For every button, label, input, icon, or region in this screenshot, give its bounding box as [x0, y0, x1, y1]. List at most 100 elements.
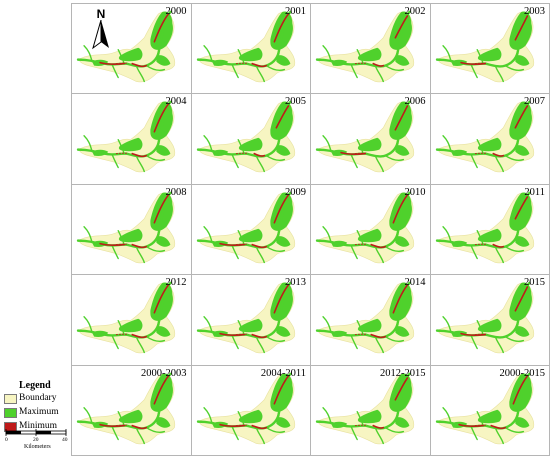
maximum-area	[395, 235, 410, 247]
minimum-area	[252, 153, 265, 158]
minimum-area	[131, 153, 148, 158]
minimum-area	[250, 333, 267, 339]
reservoir-extent-map	[315, 10, 415, 83]
minimum-area	[372, 424, 385, 429]
maximum-area	[477, 228, 501, 243]
maximum-area	[150, 11, 173, 50]
minimum-area	[340, 152, 367, 156]
maximum-area	[238, 228, 262, 243]
maximum-area	[269, 11, 293, 50]
maximum-area	[156, 416, 171, 428]
maximum-area	[275, 326, 290, 337]
maximum-area	[156, 145, 171, 157]
minimum-area	[153, 284, 170, 314]
panel-year-label: 2000-2003	[141, 367, 187, 379]
maximum-area	[357, 138, 382, 152]
minimum-area	[218, 242, 245, 246]
panel-year-label: 2012	[165, 277, 187, 289]
maximum-area	[150, 192, 173, 231]
map-panel: 2010	[310, 183, 431, 276]
reservoir-extent-map	[435, 372, 534, 444]
north-arrow: N	[88, 8, 114, 52]
maximum-area	[238, 409, 262, 423]
maximum-area	[118, 318, 143, 333]
reservoir-extent-map	[435, 10, 534, 83]
legend: Legend Boundary Maximum Minimum	[2, 380, 70, 458]
maximum-area	[269, 101, 293, 141]
map-panel: 2006	[310, 93, 431, 185]
panel-year-label: 2000	[165, 6, 187, 17]
north-arrow-label: N	[96, 7, 106, 21]
panel-year-label: 2007	[524, 96, 545, 108]
panel-year-label: 2001	[285, 6, 306, 17]
reservoir-extent-map	[76, 10, 176, 83]
minimum-area	[99, 423, 126, 427]
map-panel: 2004-2011	[190, 364, 311, 456]
reservoir-extent-map	[196, 10, 295, 83]
map-panel: 2004	[71, 93, 192, 185]
minimum-area	[512, 374, 528, 405]
panel-year-label: 2006	[404, 96, 426, 108]
reservoir-extent-map	[76, 372, 176, 444]
minimum-area	[273, 374, 289, 405]
maximum-area	[508, 192, 532, 231]
maximum-area	[395, 416, 410, 428]
maximum-area	[514, 416, 529, 428]
map-panel: 2005	[190, 93, 311, 185]
scale-unit: Kilometers	[24, 444, 51, 450]
maximum-area	[357, 318, 382, 333]
map-panel: 2003	[429, 3, 550, 95]
minimum-area	[218, 423, 245, 427]
minimum-area	[514, 195, 528, 220]
minimum-area	[218, 332, 245, 337]
legend-item-maximum: Maximum	[4, 407, 72, 419]
north-arrow-icon	[92, 20, 109, 50]
map-panel: 2002	[310, 3, 431, 95]
legend-swatch-boundary	[4, 394, 17, 404]
maximum-area	[514, 55, 529, 66]
panel-year-label: 2012-2015	[380, 367, 426, 379]
reservoir-extent-map	[76, 281, 176, 354]
reservoir-extent-map	[435, 101, 534, 173]
maximum-area	[508, 373, 532, 412]
maximum-area	[150, 282, 173, 322]
maximum-area	[275, 235, 290, 247]
minimum-area	[370, 333, 387, 339]
minimum-area	[491, 243, 504, 248]
maximum-area	[357, 47, 382, 62]
map-panel: 2007	[429, 93, 550, 185]
map-panel: 2008	[71, 183, 192, 276]
maximum-area	[477, 409, 501, 423]
minimum-area	[273, 193, 289, 224]
maximum-area	[156, 55, 171, 66]
maximum-area	[395, 55, 410, 66]
maximum-area	[269, 282, 293, 322]
panel-year-label: 2011	[524, 186, 545, 198]
minimum-area	[514, 15, 528, 41]
maximum-area	[514, 145, 529, 157]
maximum-area	[389, 282, 412, 322]
maximum-area	[150, 101, 173, 141]
minimum-area	[275, 105, 289, 129]
panel-year-label: 2003	[524, 6, 545, 17]
legend-label-boundary: Boundary	[19, 393, 57, 403]
reservoir-extent-map	[196, 372, 295, 444]
minimum-area	[273, 13, 289, 43]
map-panel: 2001	[190, 3, 311, 95]
map-panel: 2009	[190, 183, 311, 276]
maximum-area	[118, 47, 143, 62]
panel-year-label: 2004	[165, 96, 187, 108]
maximum-area	[238, 318, 262, 333]
maximum-area	[477, 138, 501, 152]
reservoir-extent-map	[76, 191, 176, 264]
maximum-area	[118, 138, 143, 152]
map-panel: 2012	[71, 274, 192, 366]
legend-title: Legend	[19, 380, 51, 391]
minimum-area	[459, 61, 486, 66]
maximum-area	[269, 373, 293, 412]
maximum-area	[477, 318, 501, 333]
reservoir-extent-map	[196, 101, 295, 173]
maximum-area	[357, 228, 382, 243]
map-panel: 2011	[429, 183, 550, 276]
map-panel: 2000-2015	[429, 364, 550, 456]
